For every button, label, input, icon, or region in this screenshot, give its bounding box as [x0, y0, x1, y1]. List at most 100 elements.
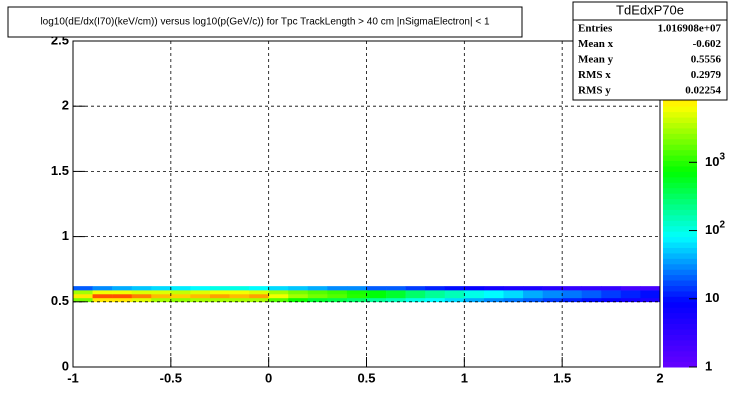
heatmap-cell [151, 297, 172, 303]
heatmap-cell [73, 293, 93, 299]
palette-step [663, 290, 697, 297]
palette-step [663, 133, 697, 140]
heatmap-cell [209, 293, 230, 299]
heatmap-cell [601, 290, 622, 295]
palette-step [663, 318, 697, 325]
heatmap-cell [503, 297, 524, 303]
stats-label: Mean x [578, 38, 614, 50]
heatmap-cell [190, 293, 211, 299]
heatmap-cell [523, 290, 543, 295]
palette-step [663, 339, 697, 346]
palette-step [663, 274, 697, 281]
heatmap-cell [229, 293, 250, 299]
heatmap-cell [444, 293, 465, 299]
x-tick-label: 0 [265, 370, 272, 385]
heatmap-cell [523, 293, 543, 299]
heatmap-cell [92, 293, 113, 299]
stats-label: Entries [578, 23, 613, 35]
heatmap-cell [620, 297, 641, 303]
heatmap-cell [483, 286, 504, 291]
heatmap-cell [131, 293, 152, 299]
stats-label: RMS y [578, 85, 611, 97]
palette-step [663, 280, 697, 286]
heatmap-cell [620, 290, 641, 295]
heatmap-cell [386, 286, 406, 291]
heatmap-cell [581, 293, 602, 299]
heatmap-cell [229, 297, 250, 303]
stats-frame [572, 1, 728, 101]
heatmap-cell [542, 293, 563, 299]
heatmap-cell [209, 297, 230, 303]
heatmap-cell [209, 286, 230, 291]
heatmap-cell [112, 290, 132, 295]
heatmap-cell [151, 286, 172, 291]
x-tick-label: -0.5 [160, 370, 182, 385]
palette-step [663, 117, 697, 123]
heatmap-cell [112, 286, 132, 291]
heatmap-cell [542, 286, 563, 291]
heatmap-cell [131, 290, 152, 295]
x-tick-label: -1 [67, 370, 79, 385]
heatmap-cell [542, 297, 563, 303]
palette-step [663, 111, 697, 118]
heatmap-cell [640, 293, 661, 299]
heatmap-cell [307, 286, 328, 291]
heatmap-cell [249, 293, 269, 299]
palette-step [663, 187, 697, 194]
heatmap-cell [581, 297, 602, 303]
palette-step [663, 361, 697, 368]
heatmap-cell [640, 286, 661, 291]
heatmap-cell [131, 286, 152, 291]
heatmap-cell [346, 290, 367, 295]
heatmap-cell [425, 297, 446, 303]
heatmap-cell [268, 290, 289, 295]
z-tick-exponent: 2 [719, 219, 725, 230]
heatmap-cell [464, 286, 485, 291]
y-tick-label: 1.5 [51, 163, 69, 178]
palette-step [663, 312, 697, 319]
palette-step [663, 242, 697, 248]
stats-label: Mean y [578, 54, 614, 66]
palette-step [663, 350, 697, 357]
heatmap-cell [503, 293, 524, 299]
y-tick-label: 0.5 [51, 293, 69, 308]
heatmap-cell [601, 297, 622, 303]
heatmap-cell [170, 297, 191, 303]
palette-step [663, 138, 697, 145]
palette-step [663, 307, 697, 314]
palette-step [663, 214, 697, 221]
heatmap-cell [503, 286, 524, 291]
heatmap-cell [444, 286, 465, 291]
stats-value: 0.5556 [691, 54, 722, 66]
heatmap-cell [366, 286, 387, 291]
heatmap-cell [307, 290, 328, 295]
y-tick-label: 2 [62, 98, 69, 113]
heatmap-cell [483, 290, 504, 295]
heatmap-cell [620, 286, 641, 291]
heatmap-cell [92, 290, 113, 295]
palette-step [663, 328, 697, 335]
heatmap-cell [425, 293, 446, 299]
heatmap-cell [73, 290, 93, 295]
heatmap-cell [405, 297, 426, 303]
palette-step [663, 144, 697, 151]
heatmap-cell [366, 297, 387, 303]
x-tick-label: 2 [656, 370, 663, 385]
palette-step [663, 258, 697, 265]
palette-step [663, 345, 697, 352]
heatmap-cell [327, 290, 348, 295]
heatmap-cell [151, 290, 172, 295]
heatmap-cell [268, 293, 289, 299]
palette-step [663, 209, 697, 216]
frame [72, 40, 661, 368]
palette-step [663, 334, 697, 341]
heatmap-cell [523, 286, 543, 291]
heatmap-cell [327, 293, 348, 299]
heatmap-cell [346, 297, 367, 303]
x-tick-label: 0.5 [357, 370, 375, 385]
heatmap-cell [562, 297, 583, 303]
palette-step [663, 225, 697, 232]
heatmap-cell [562, 286, 583, 291]
heatmap-cell [405, 290, 426, 295]
heatmap-cell [405, 293, 426, 299]
